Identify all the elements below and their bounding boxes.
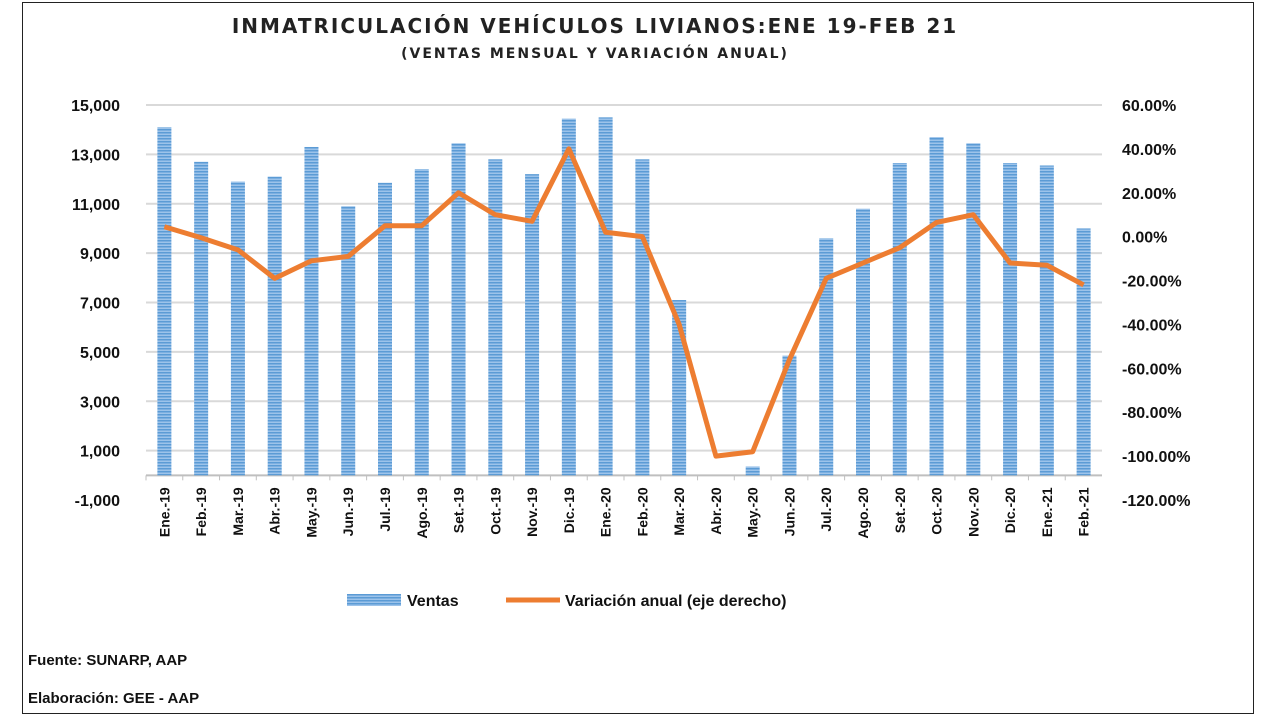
bar-ventas (745, 466, 760, 476)
bar-ventas (1003, 163, 1018, 476)
legend-variacion-label: Variación anual (eje derecho) (565, 593, 786, 610)
bar-ventas (819, 238, 834, 476)
category-label: May.-19 (303, 487, 319, 538)
bar-ventas (267, 176, 282, 476)
category-label: Jul.-20 (818, 487, 834, 532)
legend-ventas-label: Ventas (407, 593, 459, 610)
category-label: Ene.-21 (1039, 487, 1055, 537)
right-tick-label: -40.00% (1122, 317, 1182, 334)
left-tick-label: -1,000 (75, 493, 120, 510)
bar-ventas (929, 137, 944, 476)
left-tick-label: 3,000 (80, 394, 120, 411)
bar-ventas (157, 127, 172, 476)
category-label: Jun.-19 (340, 487, 356, 536)
chart-subtitle: (VENTAS MENSUAL Y VARIACIÓN ANUAL) (401, 46, 789, 62)
chart-frame (22, 2, 1254, 714)
bar-ventas (194, 161, 209, 476)
bar-ventas (966, 143, 981, 476)
category-label: Ene.-20 (598, 487, 614, 537)
left-tick-label: 9,000 (80, 246, 120, 263)
left-tick-label: 15,000 (71, 98, 120, 115)
category-label: Oct.-20 (929, 487, 945, 535)
right-tick-label: 0.00% (1122, 230, 1167, 247)
left-tick-label: 13,000 (71, 147, 120, 164)
bar-ventas (304, 146, 319, 476)
elaboration-note: Elaboración: GEE - AAP (28, 690, 200, 707)
category-label: Nov.-20 (965, 487, 981, 537)
bar-ventas (378, 182, 392, 476)
right-tick-label: -60.00% (1122, 361, 1182, 378)
bar-ventas (488, 159, 503, 476)
legend-ventas-swatch (347, 594, 401, 606)
category-label: Dic.-19 (561, 487, 577, 533)
right-tick-label: -80.00% (1122, 405, 1182, 422)
category-label: May.-20 (745, 487, 761, 538)
right-tick-label: -20.00% (1122, 274, 1182, 291)
right-tick-label: -100.00% (1122, 449, 1191, 466)
category-label: Ene.-19 (156, 487, 172, 537)
bar-ventas (230, 181, 245, 476)
right-tick-label: 40.00% (1122, 142, 1176, 159)
category-label: Mar.-19 (230, 487, 246, 535)
right-tick-label: -120.00% (1122, 493, 1191, 510)
bar-ventas (561, 118, 576, 476)
category-label: Ago.-19 (414, 487, 430, 539)
line-variacion-anual (163, 146, 1085, 459)
category-label: Jul.-19 (377, 487, 393, 532)
bar-ventas (341, 206, 356, 476)
category-label: Feb.-21 (1076, 487, 1092, 536)
category-label: Ago.-20 (855, 487, 871, 539)
category-label: Dic.-20 (1002, 487, 1018, 533)
category-label: Set.-20 (892, 487, 908, 533)
bar-ventas (635, 159, 650, 476)
category-label: Abr.-19 (267, 487, 283, 535)
category-label: Feb.-19 (193, 487, 209, 536)
bar-ventas (525, 174, 540, 476)
left-tick-label: 7,000 (80, 296, 120, 313)
right-tick-label: 20.00% (1122, 186, 1176, 203)
chart-title: INMATRICULACIÓN VEHÍCULOS LIVIANOS:ENE 1… (231, 14, 959, 38)
category-label: Oct.-19 (487, 487, 503, 535)
bar-ventas (1076, 228, 1091, 476)
left-tick-label: 5,000 (80, 345, 120, 362)
category-label: Feb.-20 (634, 487, 650, 536)
category-label: Mar.-20 (671, 487, 687, 535)
bar-ventas (451, 143, 466, 476)
bar-ventas (414, 169, 429, 476)
category-label: Abr.-20 (708, 487, 724, 535)
bar-ventas (782, 355, 797, 476)
bar-ventas (598, 117, 613, 476)
left-tick-label: 1,000 (80, 444, 120, 461)
source-note: Fuente: SUNARP, AAP (28, 652, 188, 669)
left-tick-label: 11,000 (72, 197, 120, 214)
bar-ventas (856, 208, 870, 476)
bar-ventas (892, 163, 907, 476)
category-label: Set.-19 (451, 487, 467, 533)
category-label: Nov.-19 (524, 487, 540, 537)
category-label: Jun.-20 (781, 487, 797, 536)
bar-ventas (1039, 165, 1054, 476)
right-tick-label: 60.00% (1122, 98, 1176, 115)
